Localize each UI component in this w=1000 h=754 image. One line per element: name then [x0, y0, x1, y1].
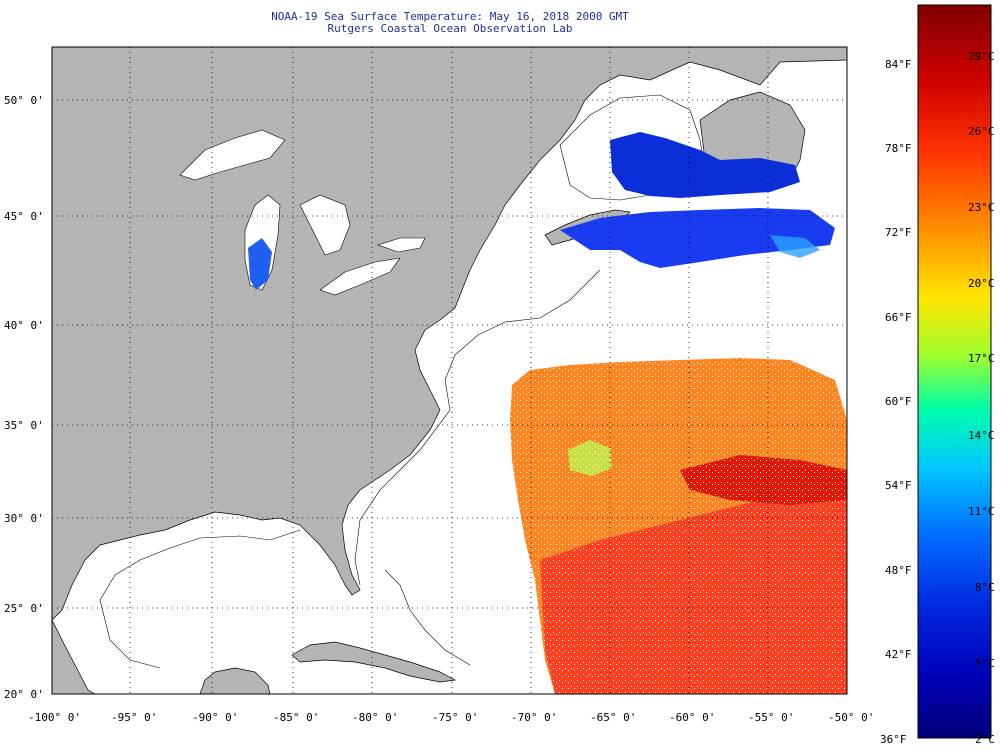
- lon-label-50: -50° 0': [828, 711, 874, 724]
- cb-c-2: 2°C: [975, 733, 995, 746]
- sst-warm-speckle: [510, 358, 847, 694]
- lat-label-20: 20° 0': [4, 688, 44, 701]
- north-america-land: [52, 47, 847, 621]
- lat-label-25: 25° 0': [4, 602, 44, 615]
- lat-label-40: 40° 0': [4, 319, 44, 332]
- cb-c-20: 20°C: [968, 277, 995, 290]
- cb-c-17: 17°C: [968, 352, 995, 365]
- lon-label-100: -100° 0': [28, 711, 81, 724]
- lon-label-65: -65° 0': [590, 711, 636, 724]
- cuba-land: [291, 641, 457, 683]
- cb-f-66: 66°F: [885, 311, 912, 324]
- shelf-contour-east: [354, 269, 601, 586]
- lon-label-90: -90° 0': [192, 711, 238, 724]
- cb-c-11: 11°C: [968, 505, 995, 518]
- cb-c-23: 23°C: [968, 201, 995, 214]
- lat-label-30: 30° 0': [4, 512, 44, 525]
- lon-label-95: -95° 0': [111, 711, 157, 724]
- lon-label-80: -80° 0': [352, 711, 398, 724]
- sst-cold-patch-south: [560, 208, 835, 268]
- cb-f-48: 48°F: [885, 564, 912, 577]
- yucatan-land: [199, 667, 271, 694]
- lat-label-45: 45° 0': [4, 210, 44, 223]
- lake-erie: [319, 257, 401, 296]
- cb-f-60: 60°F: [885, 395, 912, 408]
- lake-superior: [179, 129, 286, 181]
- cb-f-42: 42°F: [885, 648, 912, 661]
- cb-c-8: 8°C: [975, 581, 995, 594]
- sst-cold-patch-north: [610, 132, 800, 198]
- lon-label-85: -85° 0': [273, 711, 319, 724]
- lon-label-70: -70° 0': [511, 711, 557, 724]
- lake-ontario: [377, 237, 426, 253]
- cb-f-84: 84°F: [885, 58, 912, 71]
- cb-c-29: 29°C: [968, 50, 995, 63]
- lake-michigan-sst: [248, 238, 272, 290]
- cb-f-54: 54°F: [885, 479, 912, 492]
- chart-title: NOAA-19 Sea Surface Temperature: May 16,…: [271, 10, 629, 23]
- bahamas-contour: [384, 569, 471, 666]
- cb-f-78: 78°F: [885, 142, 912, 155]
- colorbar: [917, 4, 992, 739]
- lon-label-60: -60° 0': [669, 711, 715, 724]
- lat-label-50: 50° 0': [4, 94, 44, 107]
- cb-c-26: 26°C: [968, 125, 995, 138]
- cb-f-36: 36°F: [880, 733, 907, 746]
- cb-c-5: 5°C: [975, 657, 995, 670]
- lon-label-55: -55° 0': [748, 711, 794, 724]
- cb-f-72: 72°F: [885, 226, 912, 239]
- mexico-land: [52, 619, 96, 694]
- cb-c-14: 14°C: [968, 429, 995, 442]
- map-border: [51, 46, 848, 695]
- lon-label-75: -75° 0': [432, 711, 478, 724]
- shelf-contour-gulf: [99, 529, 301, 669]
- lat-label-35: 35° 0': [4, 419, 44, 432]
- chart-subtitle: Rutgers Coastal Ocean Observation Lab: [327, 22, 573, 35]
- sst-cool-fringe: [770, 235, 820, 258]
- lake-huron: [299, 194, 351, 256]
